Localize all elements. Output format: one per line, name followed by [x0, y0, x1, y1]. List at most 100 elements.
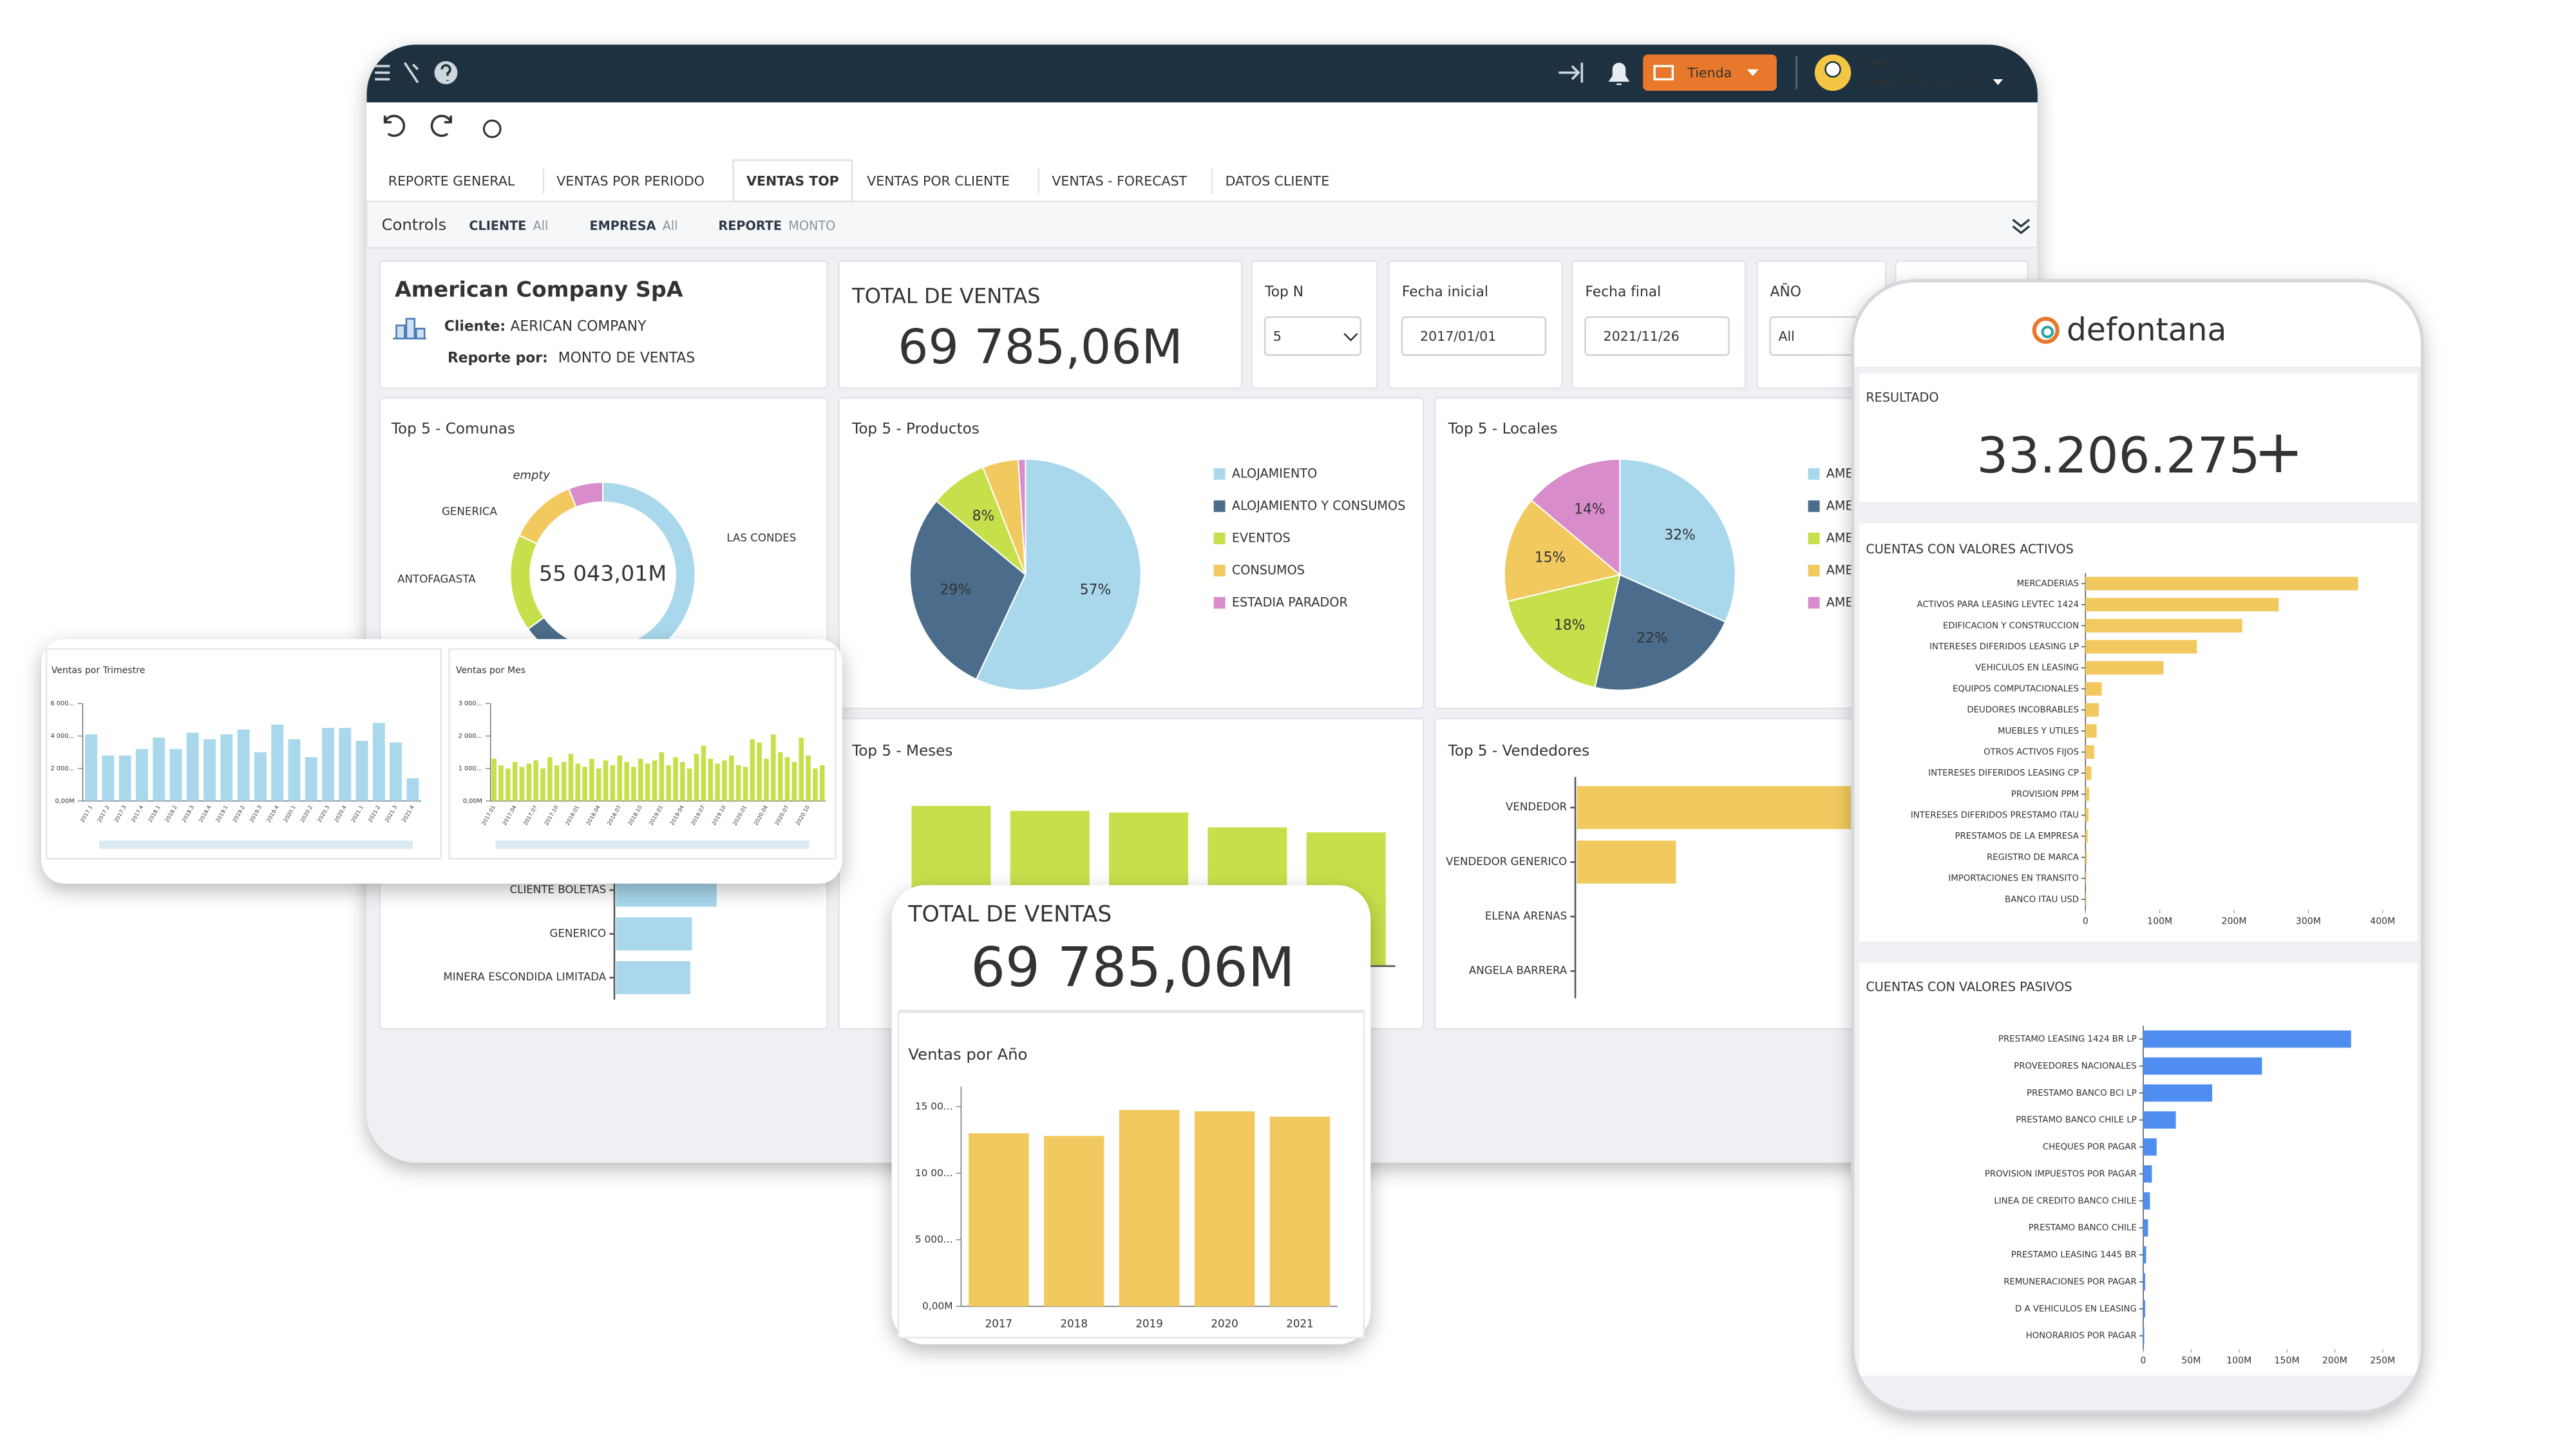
- bar: [2143, 1111, 2176, 1129]
- y-tick-label: 1 000...: [459, 765, 482, 772]
- bar: [819, 765, 825, 801]
- bar: [135, 749, 148, 801]
- bar: [2085, 745, 2095, 759]
- filter-name: CLIENTE: [469, 218, 526, 233]
- bar: [2085, 703, 2099, 717]
- x-tick-label: 50M: [2181, 1356, 2201, 1366]
- selector-input[interactable]: [1584, 316, 1730, 356]
- legend-swatch: [1213, 468, 1226, 480]
- selector-input[interactable]: [1264, 316, 1362, 356]
- category-label: PRESTAMO BANCO CHILE: [2029, 1223, 2137, 1233]
- legend-label[interactable]: CONSUMOS: [1232, 562, 1305, 577]
- y-tick-label: 10 00...: [915, 1167, 953, 1179]
- filter-value: MONTO: [788, 218, 835, 233]
- bar: [659, 752, 665, 801]
- chart-title: Top 5 - Vendedores: [1448, 743, 1589, 759]
- legend-swatch: [1213, 564, 1226, 577]
- slice-label: 32%: [1664, 528, 1695, 544]
- selector-value: 2021/11/26: [1604, 329, 1680, 344]
- chart-title: Ventas por Trimestre: [52, 665, 146, 676]
- bell-icon[interactable]: [1608, 62, 1630, 86]
- bar: [2143, 1165, 2152, 1183]
- help-icon[interactable]: [434, 61, 458, 84]
- front-card: TOTAL DE VENTAS 69 785,06M Ventas por Año 0…: [891, 885, 1371, 1344]
- x-tick-label: 0: [2083, 917, 2088, 927]
- bar: [687, 768, 692, 801]
- control-filter[interactable]: REPORTE MONTO: [718, 218, 835, 233]
- slice-label: 29%: [940, 582, 971, 598]
- expand-icon[interactable]: [2012, 218, 2031, 234]
- chart-title: Ventas por Mes: [456, 665, 526, 676]
- category-label: MERCADERIAS: [2017, 579, 2079, 589]
- scrollbar[interactable]: [99, 840, 413, 849]
- selector-label: Fecha inicial: [1402, 284, 1488, 300]
- bar: [568, 754, 574, 801]
- history-icon[interactable]: [482, 119, 502, 138]
- bar: [271, 724, 284, 801]
- bar: [784, 757, 790, 801]
- x-tick-label: 250M: [2370, 1356, 2395, 1366]
- bar: [2143, 1300, 2146, 1318]
- logout-icon[interactable]: [1558, 62, 1584, 83]
- bar: [771, 734, 776, 801]
- bar: [561, 761, 567, 801]
- x-tick-label: 200M: [2222, 917, 2247, 927]
- kpi-title: TOTAL DE VENTAS: [907, 901, 1112, 927]
- selector-value: All: [1778, 329, 1794, 344]
- card: [1859, 962, 2418, 1376]
- control-filter[interactable]: EMPRESA All: [590, 218, 678, 233]
- tab[interactable]: VENTAS POR PERIODO: [556, 173, 705, 189]
- store-button[interactable]: [1643, 54, 1777, 91]
- bar: [673, 757, 678, 801]
- legend-label[interactable]: ESTADIA PARADOR: [1232, 595, 1348, 609]
- result-label: RESULTADO: [1866, 390, 1938, 405]
- donut-label: LAS CONDES: [726, 531, 796, 544]
- legend-label[interactable]: AME: [1826, 498, 1853, 513]
- legend-label[interactable]: EVENTOS: [1232, 530, 1291, 545]
- undo-icon[interactable]: [383, 115, 406, 137]
- tab[interactable]: DATOS CLIENTE: [1226, 173, 1330, 189]
- bar: [519, 767, 525, 801]
- legend-label[interactable]: ALOJAMIENTO Y CONSUMOS: [1232, 498, 1405, 513]
- menu-icon[interactable]: [375, 64, 390, 81]
- category-label: INTERESES DIFERIDOS LEASING LP: [1929, 642, 2079, 652]
- card: [1859, 523, 2418, 942]
- category-label: LINEA DE CREDITO BANCO CHILE: [1994, 1196, 2136, 1206]
- control-filter[interactable]: CLIENTE All: [469, 218, 548, 233]
- tab[interactable]: REPORTE GENERAL: [388, 173, 515, 189]
- tab[interactable]: VENTAS - FORECAST: [1052, 173, 1187, 189]
- bar: [491, 758, 497, 801]
- donut-label: GENERICA: [442, 505, 498, 517]
- legend-label[interactable]: AME: [1826, 562, 1853, 577]
- slice-label: 57%: [1080, 582, 1111, 598]
- redo-icon[interactable]: [430, 115, 452, 137]
- bar: [575, 763, 581, 801]
- legend-label[interactable]: AME: [1826, 595, 1853, 609]
- legend-label[interactable]: AME: [1826, 530, 1853, 545]
- bar: [372, 723, 385, 801]
- legend-label[interactable]: ALOJAMIENTO: [1232, 466, 1317, 481]
- scrollbar[interactable]: [495, 840, 810, 849]
- donut-center-label: 55 043,01M: [539, 561, 667, 586]
- bar: [616, 917, 692, 951]
- y-tick-label: 4 000...: [50, 733, 74, 740]
- bar: [186, 732, 199, 801]
- result-sign: +: [2254, 417, 2304, 486]
- user-caret: [1993, 79, 2003, 86]
- store-label: Tienda: [1687, 65, 1732, 81]
- store-caret: [1747, 69, 1759, 76]
- pie-slice: [909, 500, 1027, 680]
- pin-icon[interactable]: [403, 62, 419, 84]
- bar: [2143, 1246, 2146, 1264]
- tab[interactable]: VENTAS TOP: [746, 173, 839, 189]
- y-tick-label: 5 000...: [915, 1234, 953, 1245]
- bar: [554, 765, 560, 801]
- tab[interactable]: VENTAS POR CLIENTE: [867, 173, 1010, 189]
- x-tick-label: 100M: [2147, 917, 2172, 927]
- bar: [2085, 618, 2242, 633]
- legend-label[interactable]: AME: [1826, 466, 1853, 481]
- bar: [722, 760, 727, 801]
- selector-input[interactable]: [1401, 316, 1547, 356]
- bar: [631, 767, 636, 801]
